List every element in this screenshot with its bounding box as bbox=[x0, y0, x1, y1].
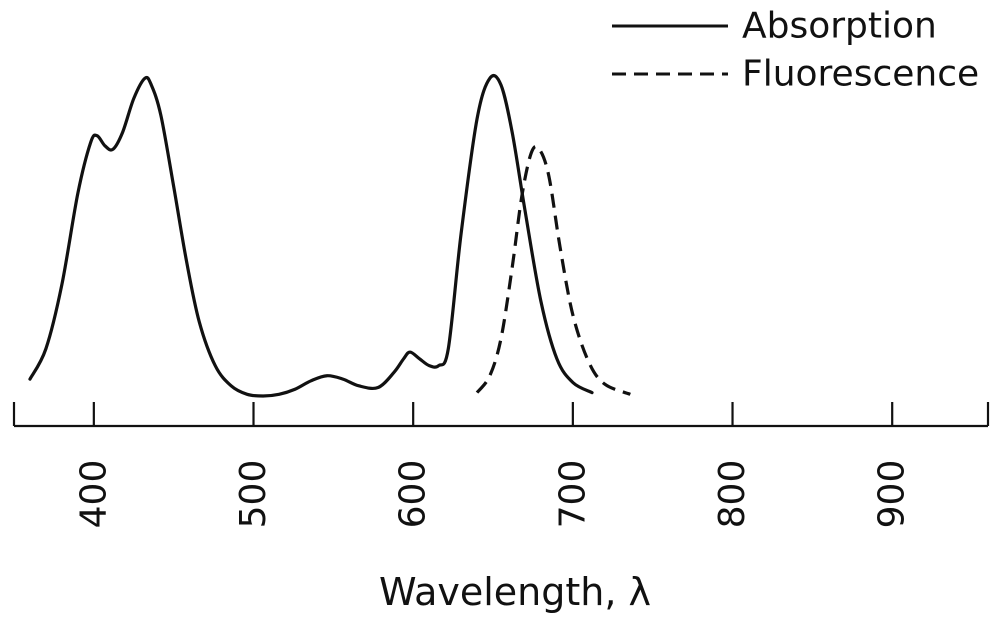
x-tick-label: 500 bbox=[233, 460, 274, 529]
legend-label-fluorescence: Fluorescence bbox=[742, 54, 979, 95]
x-tick-label: 700 bbox=[552, 460, 593, 529]
x-axis-title: Wavelength, λ bbox=[379, 570, 651, 614]
plot-layer bbox=[28, 73, 631, 398]
x-tick-label: 900 bbox=[872, 460, 913, 529]
x-axis: 400 500 600 700 800 900 bbox=[12, 402, 990, 529]
x-tick-label: 600 bbox=[393, 460, 434, 529]
legend-label-absorption: Absorption bbox=[742, 6, 937, 47]
series-line-fluorescence bbox=[475, 144, 631, 396]
x-tick-label: 800 bbox=[712, 460, 753, 529]
x-tick-label: 400 bbox=[73, 460, 114, 529]
legend: Absorption Fluorescence bbox=[612, 6, 979, 95]
series-line-absorption bbox=[28, 73, 594, 398]
